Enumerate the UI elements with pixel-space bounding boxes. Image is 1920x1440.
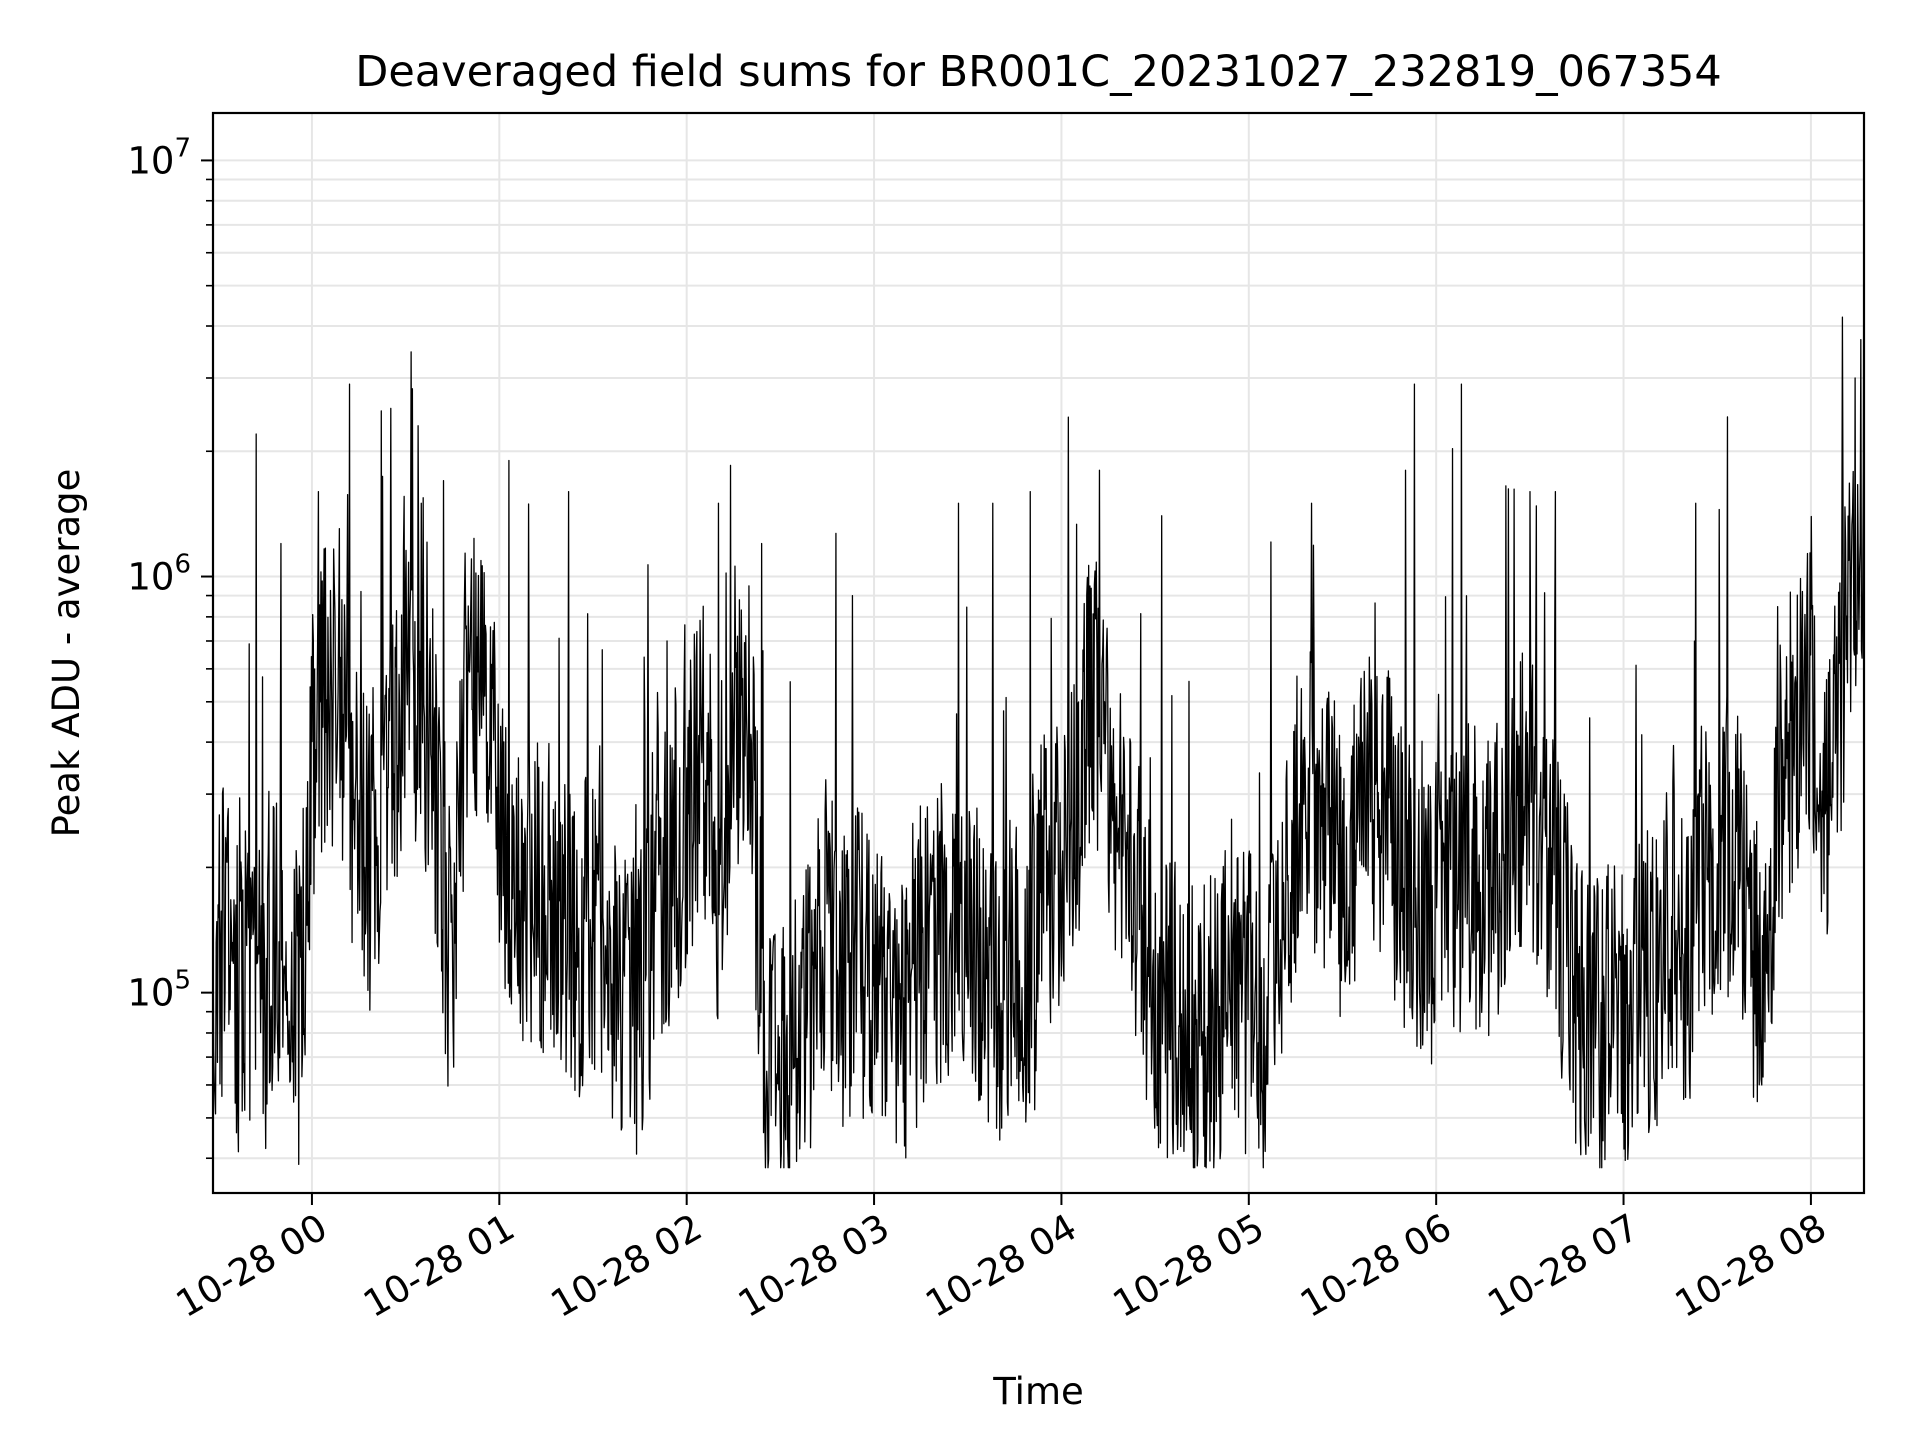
y-tick-label-base: 10 <box>127 972 174 1015</box>
y-tick-label: 106 <box>127 550 191 599</box>
plot-area-frame <box>211 111 1866 1195</box>
x-axis-label: Time <box>992 1370 1084 1413</box>
series-layer <box>212 160 1865 1169</box>
y-tick-label-base: 10 <box>127 139 174 182</box>
series-line <box>212 160 1865 1169</box>
y-tick-label-base: 10 <box>127 556 174 599</box>
y-tick-label: 105 <box>127 966 191 1015</box>
y-axis-label: Peak ADU - average <box>45 469 88 838</box>
chart-title: Deaveraged field sums for BR001C_2023102… <box>355 47 1722 97</box>
y-tick-label-exponent: 5 <box>174 966 191 996</box>
y-tick-label-exponent: 6 <box>174 550 191 580</box>
y-tick-label: 107 <box>127 133 191 182</box>
y-tick-label-exponent: 7 <box>174 133 191 163</box>
